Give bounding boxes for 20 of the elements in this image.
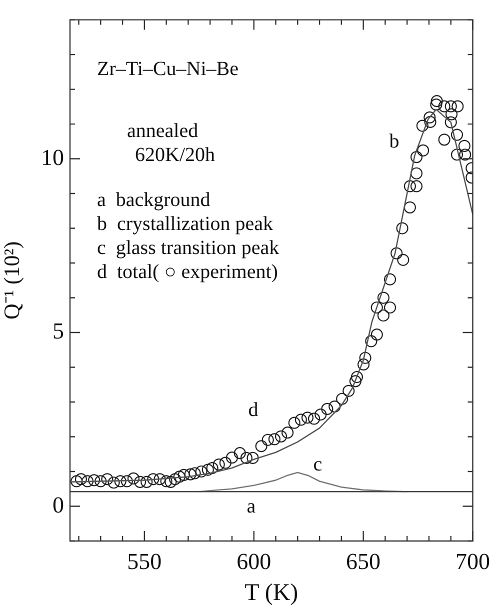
annotation: Zr–Ti–Cu–Ni–Be [97,58,239,80]
annotation: a background [97,189,210,212]
annotation: c glass transition peak [97,237,280,260]
annotation: d total( ○ experiment) [97,261,278,284]
annotation: annealed [127,120,198,142]
series-label: b [389,130,400,153]
x-tick-label: 600 [236,548,272,574]
annotation: 620K/20h [135,144,215,166]
series-label: c [313,454,322,476]
y-tick-label: 10 [41,144,64,170]
y-tick-label: 0 [52,492,64,518]
x-tick-label: 550 [127,548,162,574]
annotation: b crystallization peak [97,213,274,236]
x-axis-title: T (K) [244,580,298,606]
series-label: a [246,495,256,518]
y-axis-title: Q⁻¹ (10²) [0,241,24,320]
x-tick-label: 700 [456,548,490,574]
x-tick-label: 650 [346,548,381,574]
y-tick-label: 5 [52,318,64,344]
series-label: d [248,398,258,421]
